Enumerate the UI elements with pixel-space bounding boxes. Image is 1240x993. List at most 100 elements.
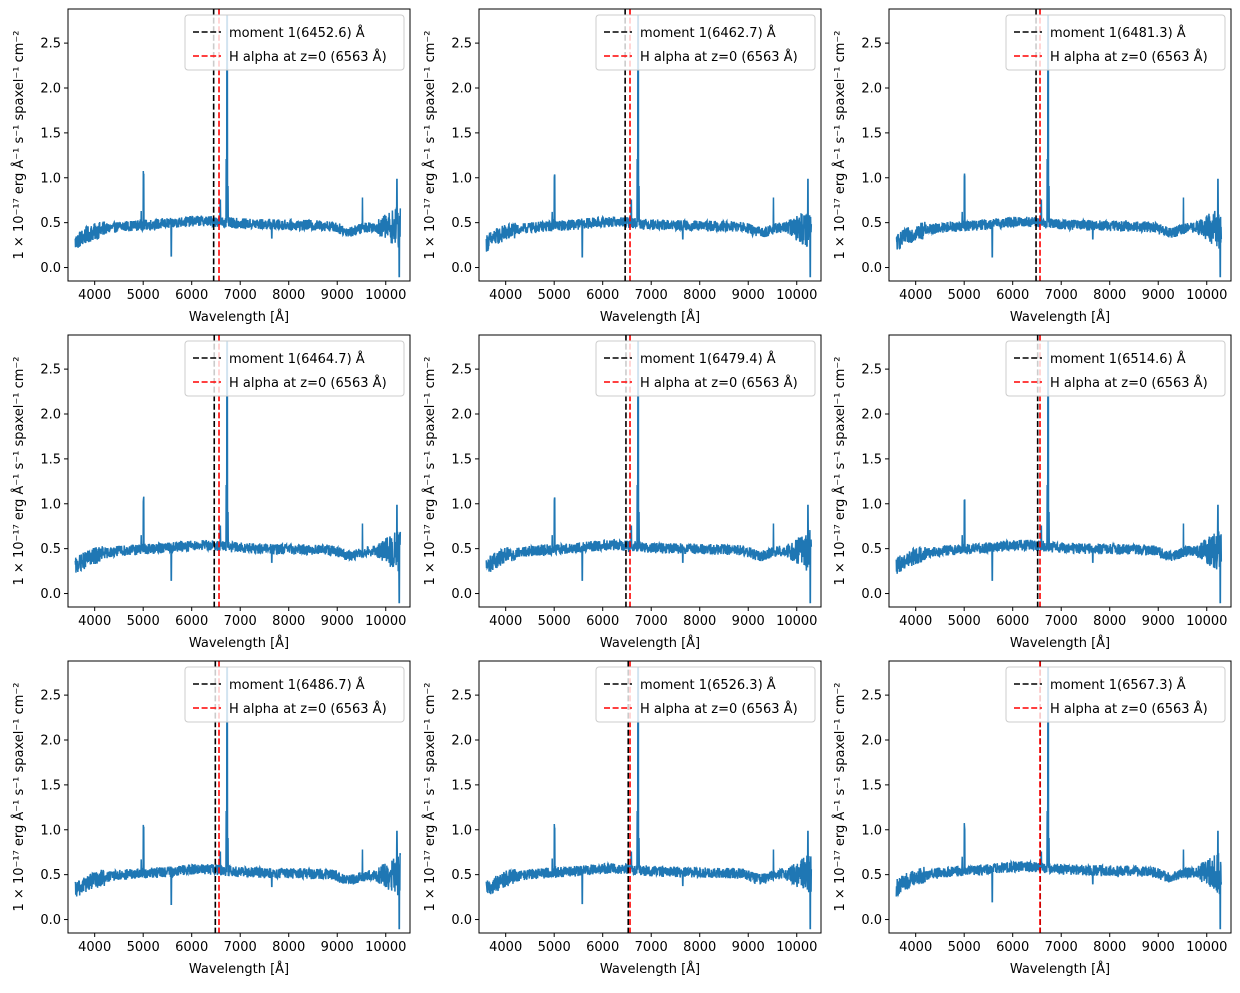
y-tick-label: 1.0: [861, 823, 882, 838]
panel-6: 4000 5000 6000 7000 8000 9000 10000 0.0 0.5 1.0 1.…: [832, 334, 1232, 651]
y-tick-label: 0.5: [861, 868, 882, 883]
y-axis-label: 1 × 10⁻¹⁷ erg Å⁻¹ s⁻¹ spaxel⁻¹ cm⁻²: [832, 357, 848, 586]
spectrum-line: [74, 341, 402, 604]
x-tick-label: 9000: [1142, 940, 1175, 955]
y-tick-label: 2.5: [861, 363, 882, 378]
legend: moment 1(6567.3) Å H alpha at z=0 (6563 Å…: [1005, 666, 1226, 723]
x-tick-label: 5000: [948, 614, 981, 629]
x-tick-label: 6000: [996, 288, 1029, 303]
x-tick-label: 6000: [586, 288, 619, 303]
y-tick-label: 0.5: [40, 868, 61, 883]
panel-3: 4000 5000 6000 7000 8000 9000 10000 0.0 0.5 1.0 1.…: [832, 8, 1232, 325]
x-tick-label: 10000: [365, 614, 406, 629]
panel-4: 4000 5000 6000 7000 8000 9000 10000 0.0 0.5 1.0 1.…: [11, 334, 411, 651]
y-tick-label: 1.0: [861, 497, 882, 512]
y-tick-label: 1.0: [451, 823, 472, 838]
legend-halpha-label: H alpha at z=0 (6563 Å): [640, 701, 798, 717]
x-tick-label: 7000: [224, 288, 257, 303]
spectrum-line: [74, 667, 402, 930]
x-tick-label: 9000: [732, 940, 765, 955]
y-tick-label: 0.0: [40, 587, 61, 602]
x-tick-label: 6000: [996, 614, 1029, 629]
legend: moment 1(6452.6) Å H alpha at z=0 (6563 Å…: [184, 14, 405, 71]
axes-frame: [888, 660, 1232, 934]
x-axis-label: Wavelength [Å]: [600, 635, 700, 651]
y-tick-label: 2.5: [451, 363, 472, 378]
legend-moment-label: moment 1(6481.3) Å: [1050, 25, 1186, 41]
legend: moment 1(6486.7) Å H alpha at z=0 (6563 Å…: [184, 666, 405, 723]
panel-7: 4000 5000 6000 7000 8000 9000 10000 0.0 0.5 1.0 1.…: [11, 660, 411, 977]
x-tick-label: 4000: [899, 288, 932, 303]
y-tick-label: 2.5: [451, 37, 472, 52]
y-tick-label: 2.0: [451, 407, 472, 422]
y-tick-label: 0.5: [451, 542, 472, 557]
legend: moment 1(6479.4) Å H alpha at z=0 (6563 Å…: [595, 340, 816, 397]
legend-halpha-label: H alpha at z=0 (6563 Å): [229, 701, 387, 717]
x-tick-label: 4000: [899, 614, 932, 629]
y-tick-label: 1.0: [861, 171, 882, 186]
y-axis-label: 1 × 10⁻¹⁷ erg Å⁻¹ s⁻¹ spaxel⁻¹ cm⁻²: [422, 357, 438, 586]
x-axis-label: Wavelength [Å]: [600, 309, 700, 325]
x-tick-label: 9000: [321, 288, 354, 303]
x-tick-label: 8000: [1093, 614, 1126, 629]
x-tick-label: 9000: [732, 288, 765, 303]
legend-moment-label: moment 1(6462.7) Å: [640, 25, 776, 41]
y-tick-label: 1.5: [451, 778, 472, 793]
y-tick-label: 1.0: [451, 171, 472, 186]
axes-frame: [478, 334, 822, 608]
panel-8: 4000 5000 6000 7000 8000 9000 10000 0.0 0.5 1.0 1.…: [422, 660, 822, 977]
y-tick-label: 1.5: [40, 126, 61, 141]
legend-box: [184, 14, 405, 71]
x-tick-label: 5000: [538, 614, 571, 629]
y-tick-label: 2.0: [861, 81, 882, 96]
x-tick-label: 9000: [732, 614, 765, 629]
y-axis-label: 1 × 10⁻¹⁷ erg Å⁻¹ s⁻¹ spaxel⁻¹ cm⁻²: [832, 683, 848, 912]
y-tick-label: 1.5: [40, 452, 61, 467]
y-tick-label: 2.0: [40, 733, 61, 748]
x-tick-label: 5000: [948, 288, 981, 303]
y-tick-label: 1.5: [861, 126, 882, 141]
y-tick-label: 2.0: [40, 81, 61, 96]
axes-frame: [67, 8, 411, 282]
y-tick-label: 0.5: [40, 542, 61, 557]
x-tick-label: 8000: [1093, 940, 1126, 955]
x-tick-label: 8000: [683, 288, 716, 303]
axes-frame: [888, 8, 1232, 282]
x-tick-label: 6000: [586, 940, 619, 955]
y-axis-label: 1 × 10⁻¹⁷ erg Å⁻¹ s⁻¹ spaxel⁻¹ cm⁻²: [422, 31, 438, 260]
x-tick-label: 10000: [365, 288, 406, 303]
x-axis-label: Wavelength [Å]: [1010, 309, 1110, 325]
y-tick-label: 0.0: [40, 913, 61, 928]
y-tick-label: 2.5: [40, 363, 61, 378]
y-tick-label: 1.0: [40, 823, 61, 838]
y-tick-label: 0.0: [451, 261, 472, 276]
x-tick-label: 9000: [1142, 288, 1175, 303]
x-axis-label: Wavelength [Å]: [1010, 635, 1110, 651]
legend-moment-label: moment 1(6452.6) Å: [229, 25, 365, 41]
y-tick-label: 1.5: [451, 452, 472, 467]
legend-moment-label: moment 1(6526.3) Å: [640, 677, 776, 693]
y-tick-label: 2.5: [40, 37, 61, 52]
legend-halpha-label: H alpha at z=0 (6563 Å): [229, 375, 387, 391]
y-tick-label: 0.0: [40, 261, 61, 276]
x-tick-label: 4000: [78, 614, 111, 629]
panel-2: 4000 5000 6000 7000 8000 9000 10000 0.0 0.5 1.0 1.…: [422, 8, 822, 325]
legend: moment 1(6514.6) Å H alpha at z=0 (6563 Å…: [1005, 340, 1226, 397]
axes-frame: [478, 660, 822, 934]
legend-moment-label: moment 1(6514.6) Å: [1050, 351, 1186, 367]
y-tick-label: 1.5: [861, 778, 882, 793]
legend-box: [1005, 666, 1226, 723]
x-tick-label: 10000: [776, 940, 817, 955]
legend: moment 1(6464.7) Å H alpha at z=0 (6563 Å…: [184, 340, 405, 397]
x-tick-label: 9000: [321, 614, 354, 629]
x-tick-label: 10000: [1186, 614, 1227, 629]
legend-box: [1005, 14, 1226, 71]
y-tick-label: 0.0: [451, 913, 472, 928]
spectrum-line: [74, 15, 402, 278]
y-tick-label: 1.5: [40, 778, 61, 793]
x-tick-label: 4000: [489, 614, 522, 629]
legend: moment 1(6481.3) Å H alpha at z=0 (6563 Å…: [1005, 14, 1226, 71]
spectrum-line: [485, 15, 813, 278]
y-axis-label: 1 × 10⁻¹⁷ erg Å⁻¹ s⁻¹ spaxel⁻¹ cm⁻²: [11, 31, 27, 260]
